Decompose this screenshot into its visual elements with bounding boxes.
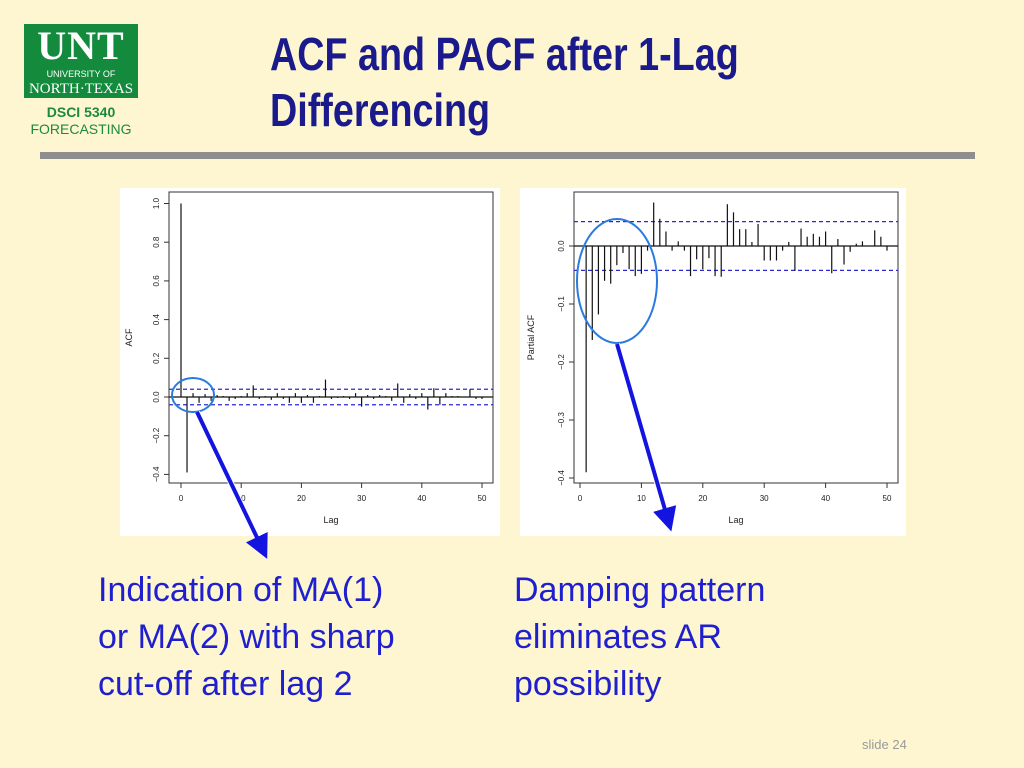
y-tick-label: −0.2 bbox=[152, 427, 161, 443]
plot-frame bbox=[168, 191, 494, 484]
x-tick-label: 0 bbox=[578, 494, 583, 503]
y-tick-label: 0.8 bbox=[152, 236, 161, 248]
pacf-caption-line: eliminates AR bbox=[514, 618, 722, 656]
y-tick-label: 0.4 bbox=[152, 313, 161, 325]
x-tick-label: 30 bbox=[760, 494, 769, 503]
title-line-2: Differencing bbox=[270, 84, 491, 136]
logo-line1: UNIVERSITY OF bbox=[46, 69, 116, 79]
pacf-chart: 0 10 20 30 40 50 −0.4 −0.3 −0.2 −0.1 0.0 Lag Partial… bbox=[520, 188, 906, 536]
acf-caption: Indication of MA(1) or MA(2) with sharp … bbox=[98, 567, 395, 708]
y-tick-label: −0.3 bbox=[557, 412, 566, 428]
y-tick-label: −0.2 bbox=[557, 354, 566, 370]
x-tick-label: 10 bbox=[237, 494, 246, 503]
x-tick-label: 20 bbox=[297, 494, 306, 503]
x-tick-label: 0 bbox=[179, 494, 184, 503]
pacf-caption: Damping pattern eliminates AR possibilit… bbox=[514, 567, 765, 708]
logo-main-text: UNT bbox=[37, 23, 125, 68]
x-tick-label: 20 bbox=[698, 494, 707, 503]
y-tick-label: 1.0 bbox=[152, 197, 161, 209]
pacf-plot: 0 10 20 30 40 50 −0.4 −0.3 −0.2 −0.1 0.0 Lag Partial… bbox=[526, 191, 899, 525]
course-label: DSCI 5340 FORECASTING bbox=[18, 104, 144, 138]
y-axis-label: Partial ACF bbox=[526, 314, 536, 360]
y-tick-label: 0.2 bbox=[152, 352, 161, 364]
title-divider bbox=[40, 152, 975, 159]
x-tick-label: 40 bbox=[821, 494, 830, 503]
y-tick-label: −0.4 bbox=[152, 466, 161, 482]
x-tick-label: 30 bbox=[357, 494, 366, 503]
y-tick-label: 0.0 bbox=[152, 391, 161, 403]
pacf-caption-line: Damping pattern bbox=[514, 571, 766, 609]
logo-line2: NORTH·TEXAS bbox=[28, 81, 134, 97]
slide-title: ACF and PACF after 1-Lag Differencing bbox=[270, 26, 739, 138]
acf-caption-line: Indication of MA(1) bbox=[98, 571, 384, 609]
y-tick-label: −0.4 bbox=[557, 470, 566, 486]
course-name: FORECASTING bbox=[30, 121, 132, 137]
y-tick-label: 0.6 bbox=[152, 275, 161, 287]
x-tick-label: 10 bbox=[637, 494, 646, 503]
course-code: DSCI 5340 bbox=[46, 104, 116, 120]
acf-caption-line: or MA(2) with sharp bbox=[98, 618, 395, 656]
x-tick-label: 40 bbox=[417, 494, 426, 503]
x-axis-label: Lag bbox=[323, 515, 338, 525]
acf-caption-line: cut-off after lag 2 bbox=[98, 665, 353, 703]
x-tick-label: 50 bbox=[883, 494, 892, 503]
acf-chart: 0 10 20 30 40 50 −0.4 −0.2 0.0 0.2 0.4 0.6 0.8 1.0 Lag… bbox=[120, 188, 500, 536]
y-tick-label: 0.0 bbox=[557, 240, 566, 252]
pacf-caption-line: possibility bbox=[514, 665, 662, 703]
plot-frame bbox=[573, 191, 899, 484]
unt-logo: UNT UNIVERSITY OF NORTH·TEXAS bbox=[24, 24, 138, 98]
x-tick-label: 50 bbox=[478, 494, 487, 503]
acf-plot: 0 10 20 30 40 50 −0.4 −0.2 0.0 0.2 0.4 0.6 0.8 1.0 Lag… bbox=[124, 191, 494, 525]
y-tick-label: −0.1 bbox=[557, 296, 566, 312]
title-line-1: ACF and PACF after 1-Lag bbox=[270, 28, 739, 80]
y-axis-label: ACF bbox=[124, 328, 134, 347]
slide-number: slide 24 bbox=[862, 737, 907, 752]
x-axis-label: Lag bbox=[728, 515, 743, 525]
